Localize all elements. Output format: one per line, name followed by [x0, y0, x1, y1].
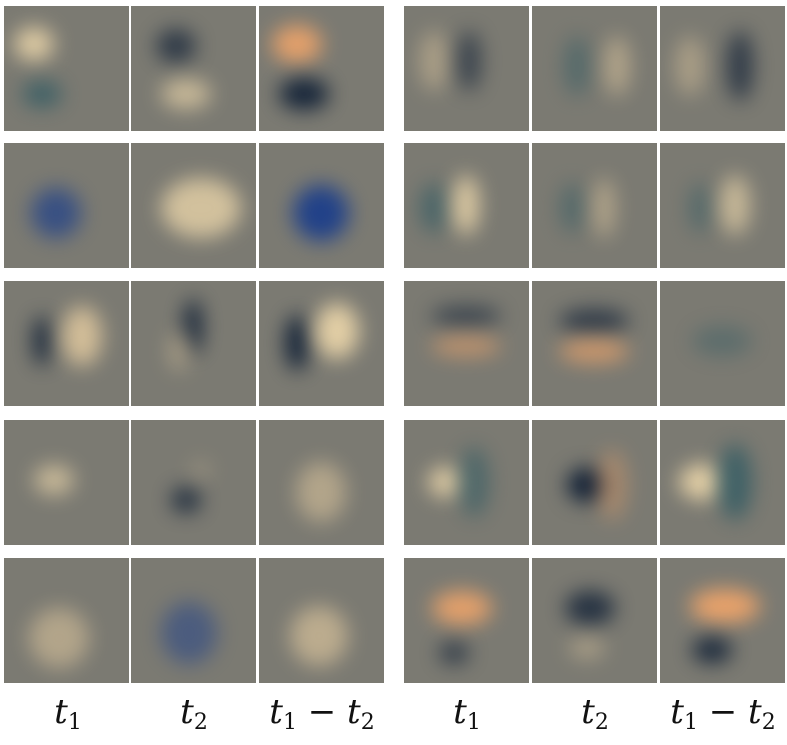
filter-blob	[156, 29, 196, 63]
filter-tile	[532, 420, 657, 545]
filter-blob	[161, 79, 211, 109]
filter-blob	[22, 81, 62, 107]
filter-blob	[439, 642, 469, 664]
filter-blob	[432, 591, 492, 625]
filter-blob	[419, 183, 449, 233]
filter-blob	[453, 175, 479, 235]
filter-blob	[290, 606, 348, 666]
filter-blob	[34, 465, 74, 495]
filter-blob	[675, 36, 705, 96]
filter-blob	[285, 315, 309, 371]
label-left-t1: t1	[54, 692, 82, 735]
filter-tile	[404, 420, 529, 545]
filter-tile	[259, 558, 384, 683]
filter-tile	[532, 6, 657, 131]
filter-blob	[14, 27, 54, 61]
filter-blob	[559, 309, 629, 333]
filter-blob	[567, 468, 607, 502]
filter-tile	[404, 6, 529, 131]
filter-tile	[131, 143, 256, 268]
filter-tile	[131, 281, 256, 406]
filter-tile	[660, 558, 785, 683]
filter-tile	[131, 6, 256, 131]
filter-blob	[727, 31, 753, 101]
filter-blob	[431, 306, 501, 326]
filter-tile	[404, 143, 529, 268]
filter-blob	[457, 31, 481, 91]
filter-tile	[532, 558, 657, 683]
filter-blob	[184, 298, 202, 354]
filter-tile	[4, 281, 129, 406]
filter-blob	[62, 306, 102, 366]
filter-blob	[565, 591, 615, 625]
filter-blob	[560, 183, 584, 233]
filter-blob	[559, 339, 629, 363]
filter-blob	[564, 36, 590, 96]
filter-tile	[660, 6, 785, 131]
filter-blob	[597, 450, 627, 520]
filter-blob	[720, 175, 750, 235]
filter-tile	[259, 143, 384, 268]
filter-tile	[660, 420, 785, 545]
filter-blob	[419, 31, 449, 91]
filter-blob	[679, 464, 725, 500]
label-left-t2: t2	[180, 692, 208, 735]
filter-tile	[4, 558, 129, 683]
filter-tile	[660, 281, 785, 406]
filter-tile	[4, 6, 129, 131]
filter-blob	[29, 608, 89, 668]
filter-blob	[279, 78, 329, 110]
filter-blob	[161, 178, 241, 238]
filter-blob	[718, 444, 752, 520]
filter-blob	[171, 487, 201, 513]
filter-blob	[569, 637, 605, 659]
filter-tile	[404, 558, 529, 683]
filter-tile	[660, 143, 785, 268]
filter-blob	[690, 589, 760, 623]
filter-blob	[293, 185, 349, 241]
filter-tile	[4, 143, 129, 268]
filter-blob	[31, 188, 81, 238]
filter-blob	[689, 183, 711, 233]
filter-tile	[259, 281, 384, 406]
label-right-t2: t2	[581, 692, 609, 735]
filter-blob	[593, 178, 615, 238]
filter-blob	[191, 460, 211, 480]
column-labels: t1 t2 t1 − t2 t1 t2 t1 − t2	[0, 690, 787, 739]
label-left-diff: t1 − t2	[269, 692, 375, 735]
filter-tile	[131, 558, 256, 683]
label-right-t1: t1	[453, 692, 481, 735]
filter-tile	[532, 143, 657, 268]
filter-tile	[259, 420, 384, 545]
filter-blob	[296, 462, 346, 522]
label-right-diff: t1 − t2	[670, 692, 776, 735]
filter-tile	[532, 281, 657, 406]
filter-blob	[692, 637, 732, 663]
filter-blob	[604, 36, 630, 96]
filter-blob	[692, 326, 752, 356]
filter-blob	[459, 447, 489, 517]
filter-tile	[259, 6, 384, 131]
filter-tile	[131, 420, 256, 545]
filter-blob	[431, 336, 501, 356]
filter-tile	[404, 281, 529, 406]
filter-blob	[272, 25, 322, 63]
filter-blob	[315, 303, 359, 359]
filter-blob	[169, 331, 189, 371]
filter-blob	[33, 316, 51, 366]
filter-tile	[4, 420, 129, 545]
filter-blob	[428, 467, 464, 497]
filter-blob	[161, 602, 217, 664]
